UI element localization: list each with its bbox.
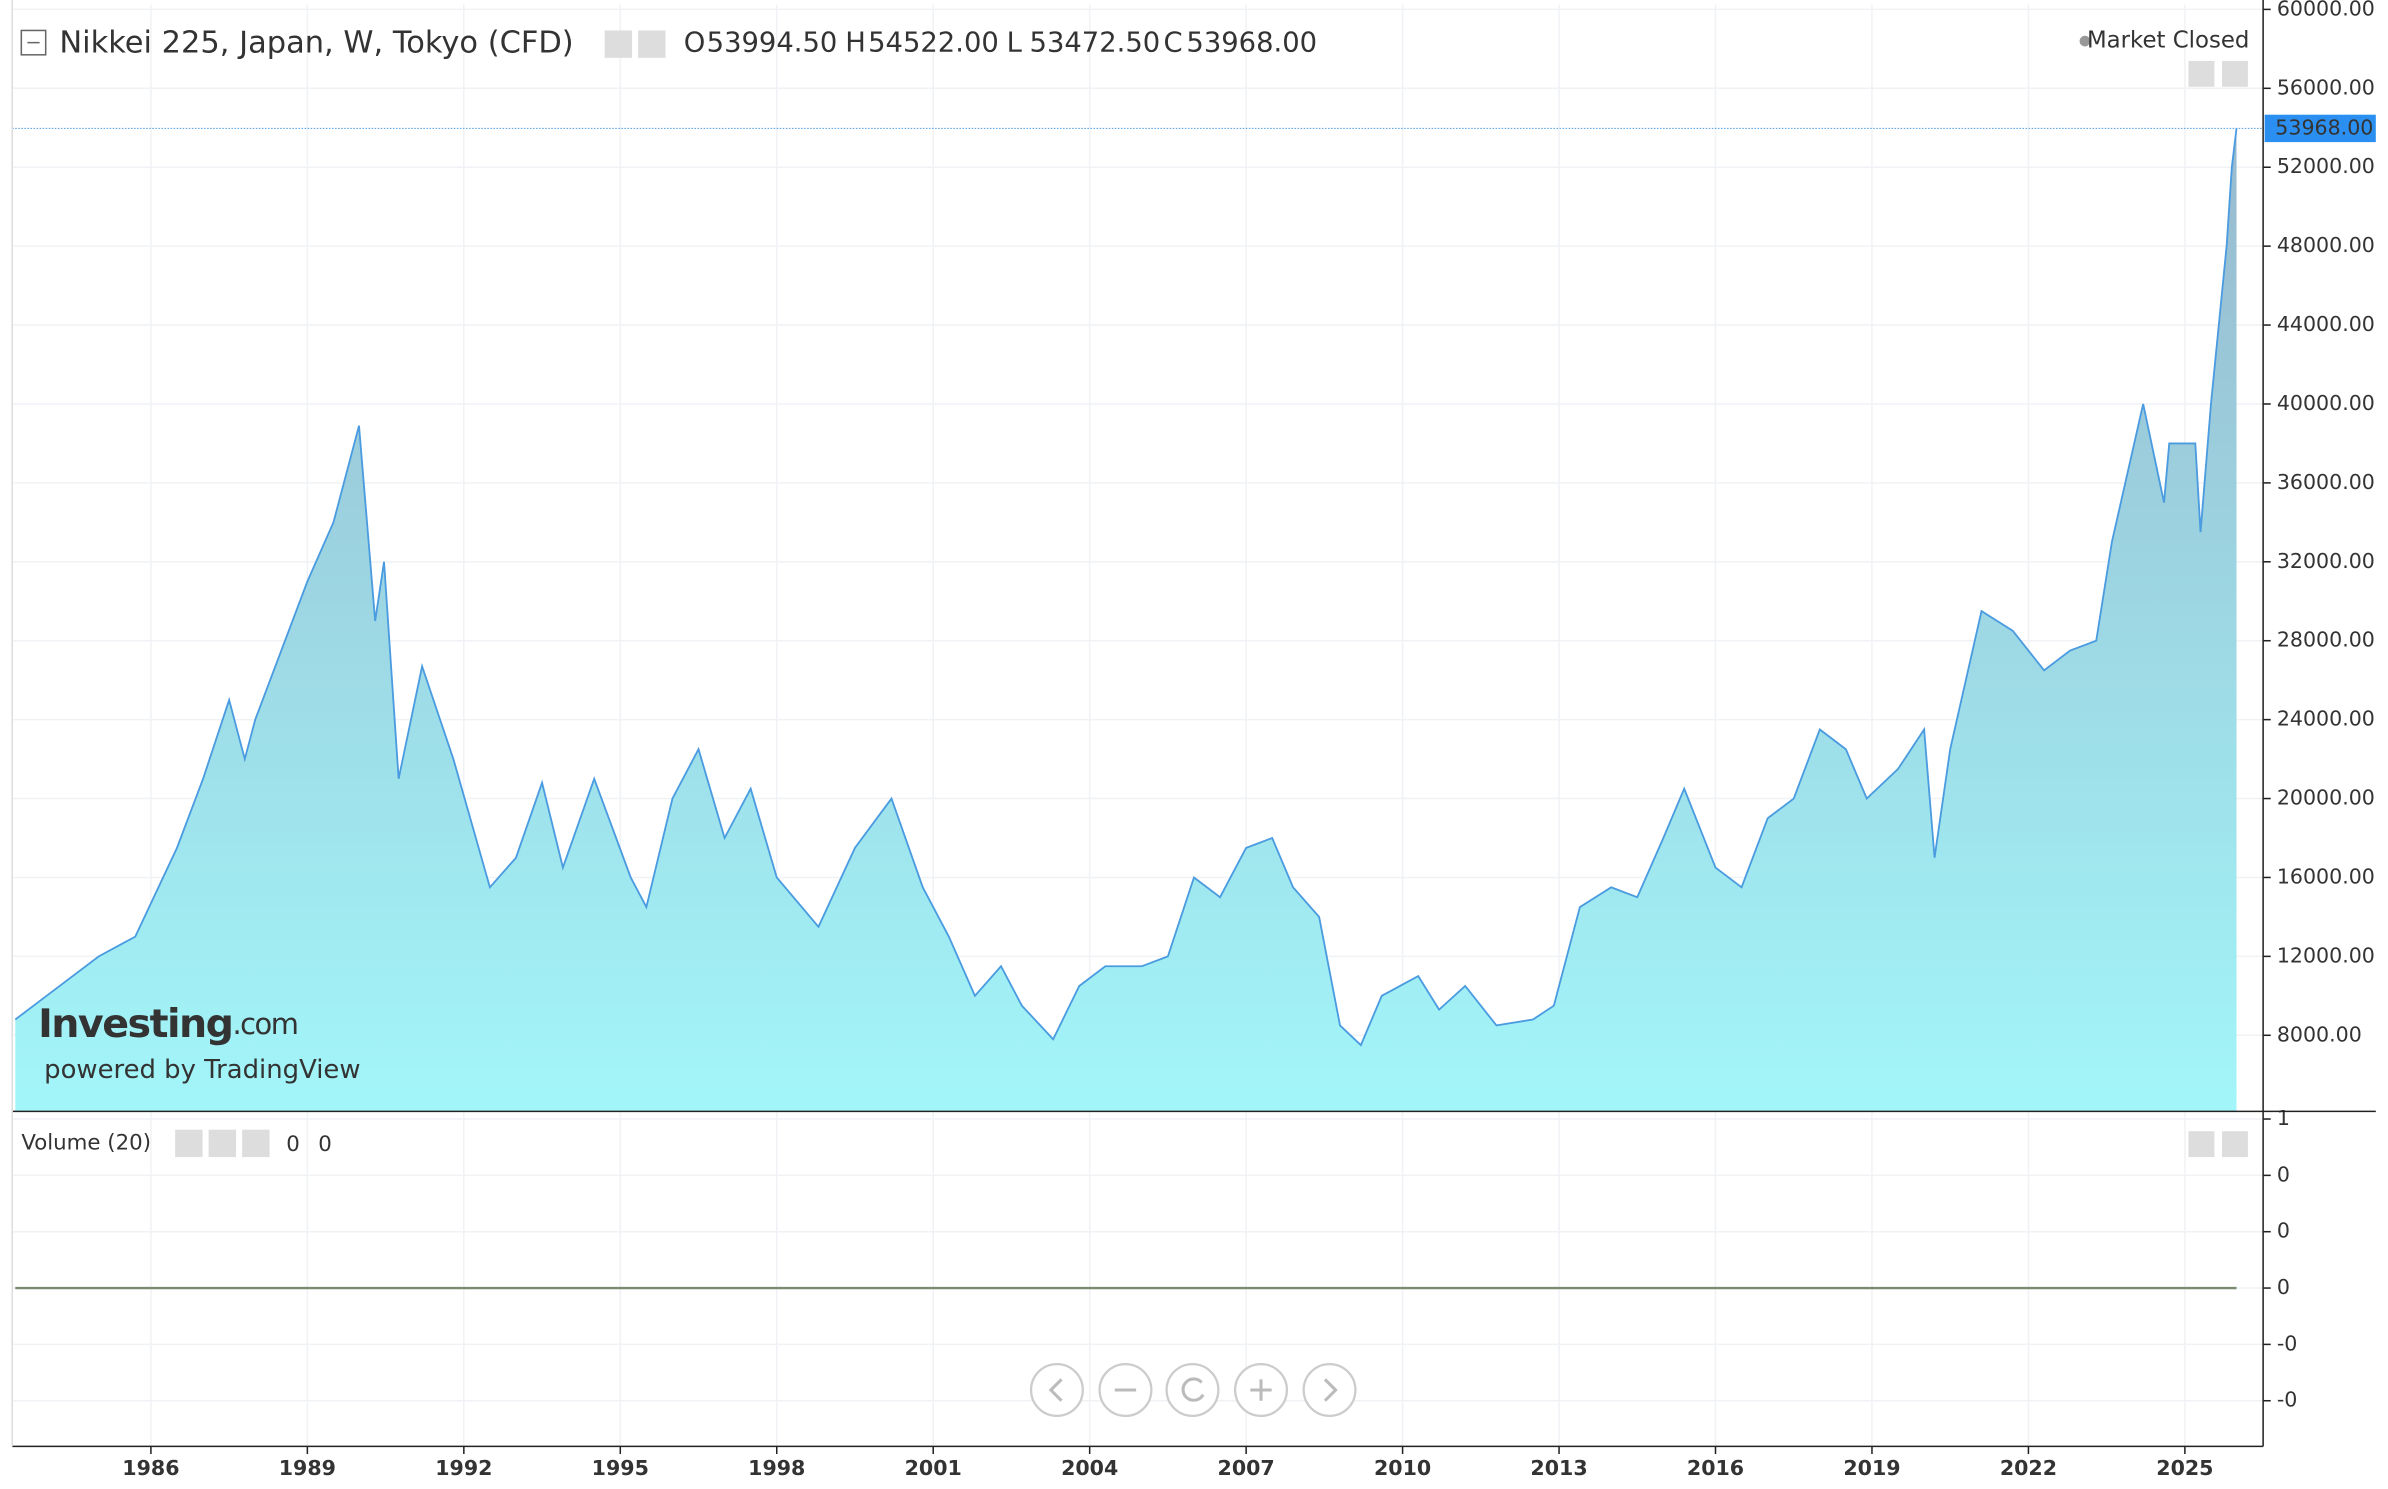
y-tick-label: 16000.00	[2277, 864, 2375, 888]
y-tick-label: -0	[2277, 1388, 2298, 1412]
y-tick-label: 44000.00	[2277, 312, 2375, 336]
y-tick-label: -0	[2277, 1331, 2298, 1355]
x-tick-label: 1995	[592, 1456, 649, 1480]
x-tick-label: 2010	[1374, 1456, 1431, 1480]
scale-down-button[interactable]	[2188, 60, 2215, 87]
collapse-button[interactable]	[20, 29, 47, 56]
y-tick-label: 52000.00	[2277, 154, 2375, 178]
volume-settings-button[interactable]	[208, 1129, 237, 1158]
y-tick-label: 0	[2277, 1162, 2290, 1186]
volume-eye-button[interactable]	[175, 1129, 203, 1158]
x-tick-label: 2013	[1530, 1456, 1587, 1480]
volume-scale-button[interactable]	[2221, 1131, 2248, 1158]
eye-button[interactable]	[604, 30, 633, 58]
ohlc-value: 54522.00	[868, 28, 999, 59]
brand-main: Investing	[38, 1001, 232, 1047]
volume-title: Volume (20)	[21, 1130, 151, 1155]
volume-legend-value: 0	[286, 1132, 300, 1157]
y-tick-label: 8000.00	[2277, 1022, 2362, 1046]
ohlc-value: 53994.50	[707, 28, 838, 59]
ohlc-key: L	[1007, 28, 1023, 59]
x-tick-label: 2019	[1843, 1456, 1900, 1480]
y-tick-label: 60000.00	[2277, 0, 2375, 20]
status-dot	[2079, 35, 2091, 47]
scroll-right-button[interactable]	[1302, 1363, 1357, 1418]
y-tick-label: 20000.00	[2277, 786, 2375, 810]
ohlc-value: 53472.50	[1030, 28, 1161, 59]
x-tick-label: 2025	[2156, 1456, 2213, 1480]
y-tick-label: 24000.00	[2277, 707, 2375, 731]
y-tick-label: 56000.00	[2277, 75, 2375, 99]
powered-by: powered by TradingView	[44, 1055, 360, 1085]
last-price-box	[2264, 114, 2376, 143]
y-tick-label: 0	[2277, 1219, 2290, 1243]
y-tick-label: 36000.00	[2277, 470, 2375, 494]
reset-button[interactable]	[1165, 1363, 1220, 1418]
x-tick-label: 1992	[435, 1456, 492, 1480]
brand-name: Investing.com	[38, 1001, 297, 1047]
scale-button[interactable]	[2221, 60, 2248, 87]
y-tick-label: 28000.00	[2277, 628, 2375, 652]
x-tick-label: 1998	[748, 1456, 805, 1480]
market-status: Market Closed	[2087, 28, 2249, 54]
y-tick-label: 1	[2277, 1106, 2290, 1130]
nav-icons	[1048, 1377, 1338, 1402]
x-tick-label: 1986	[122, 1456, 179, 1480]
scroll-left-button[interactable]	[1029, 1363, 1084, 1418]
price-line	[14, 128, 2238, 1047]
ohlc-value: 53968.00	[1186, 28, 1317, 59]
area-fill	[15, 128, 2237, 1112]
x-tick-label: 1989	[279, 1456, 336, 1480]
volume-scale-up-button[interactable]	[2188, 1131, 2215, 1158]
volume-legend-value: 0	[318, 1132, 332, 1157]
volume-close-button[interactable]	[242, 1129, 270, 1158]
y-tick-label: 40000.00	[2277, 391, 2375, 415]
y-tick-label: 32000.00	[2277, 549, 2375, 573]
ohlc-key: H	[845, 28, 866, 59]
x-tick-label: 2004	[1061, 1456, 1118, 1480]
x-tick-label: 2016	[1687, 1456, 1744, 1480]
x-tick-label: 2022	[2000, 1456, 2057, 1480]
y-tick-label: 12000.00	[2277, 943, 2375, 967]
settings-button[interactable]	[638, 30, 666, 58]
x-tick-label: 2001	[905, 1456, 962, 1480]
x-tick-label: 2007	[1218, 1456, 1275, 1480]
last-price-label: 53968.00	[2275, 115, 2373, 139]
y-tick-label: 48000.00	[2277, 233, 2375, 257]
ohlc-key: O	[684, 28, 706, 59]
y-tick-label: 0	[2277, 1275, 2290, 1299]
ohlc-key: C	[1164, 28, 1183, 59]
brand-suffix: .com	[232, 1007, 297, 1041]
chart-title: Nikkei 225, Japan, W, Tokyo (CFD)	[59, 26, 573, 61]
